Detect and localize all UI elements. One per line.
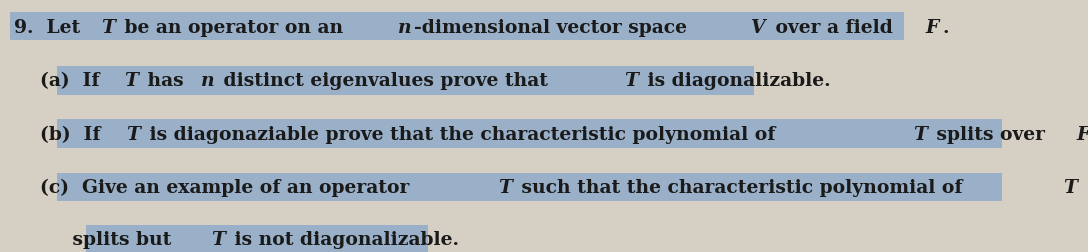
Text: V: V — [751, 19, 766, 37]
Text: is diagonaziable prove that the characteristic polynomial of: is diagonaziable prove that the characte… — [143, 125, 781, 144]
Bar — [58, 173, 1002, 201]
Bar — [10, 12, 903, 40]
Text: F: F — [926, 19, 939, 37]
Text: .: . — [942, 19, 949, 37]
Text: T: T — [211, 231, 225, 249]
Text: is not diagonalizable.: is not diagonalizable. — [228, 231, 459, 249]
Text: n: n — [200, 73, 214, 90]
Bar — [86, 226, 428, 252]
Text: splits but: splits but — [13, 231, 177, 249]
Text: (b)  If: (b) If — [13, 125, 107, 144]
Text: has: has — [141, 73, 190, 90]
Text: (a)  If: (a) If — [13, 73, 106, 90]
Text: be an operator on an: be an operator on an — [119, 19, 350, 37]
Text: -dimensional vector space: -dimensional vector space — [415, 19, 693, 37]
Text: T: T — [124, 73, 138, 90]
Bar — [58, 119, 1002, 148]
Text: T: T — [498, 179, 512, 197]
Text: T: T — [101, 19, 115, 37]
Text: over a field: over a field — [768, 19, 899, 37]
Text: F: F — [1077, 125, 1088, 144]
Text: is diagonalizable.: is diagonalizable. — [641, 73, 831, 90]
Bar — [58, 66, 754, 94]
Text: 9.  Let: 9. Let — [13, 19, 86, 37]
Text: T: T — [1063, 179, 1077, 197]
Text: n: n — [397, 19, 411, 37]
Text: distinct eigenvalues prove that: distinct eigenvalues prove that — [218, 73, 555, 90]
Text: (c)  Give an example of an operator: (c) Give an example of an operator — [13, 179, 416, 197]
Text: T: T — [126, 125, 139, 144]
Text: T: T — [625, 73, 639, 90]
Text: splits over: splits over — [930, 125, 1052, 144]
Text: such that the characteristic polynomial of: such that the characteristic polynomial … — [516, 179, 969, 197]
Text: T: T — [913, 125, 927, 144]
